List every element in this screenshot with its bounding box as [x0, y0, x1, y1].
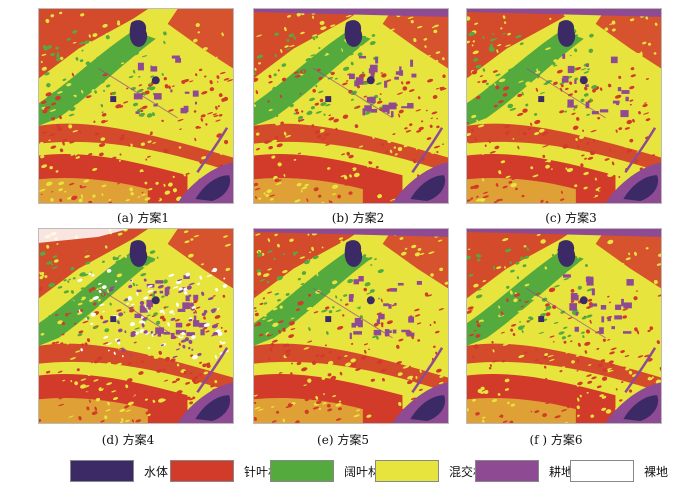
caption-b: (b) 方案2 — [331, 211, 385, 225]
legend-item-bare: 裸地 — [570, 458, 668, 484]
legend-swatch-broadleaf — [270, 460, 334, 482]
legend-item-water: 水体 — [70, 458, 168, 484]
caption-c: (c) 方案3 — [545, 211, 597, 225]
legend-item-coniferous: 针叶林 — [170, 458, 280, 484]
legend-swatch-mixed — [375, 460, 439, 482]
caption-d: (d) 方案4 — [101, 433, 155, 447]
legend-item-mixed: 混交林 — [375, 458, 485, 484]
map-panel-e — [253, 228, 449, 424]
legend-item-cropland: 耕地 — [475, 458, 573, 484]
legend-swatch-bare — [570, 460, 634, 482]
map-panel-f — [466, 228, 662, 424]
map-panel-b — [253, 8, 449, 204]
caption-f: (f ) 方案6 — [529, 433, 583, 447]
legend-label-bare: 裸地 — [644, 464, 669, 479]
map-panel-a — [38, 8, 234, 204]
legend-label-water: 水体 — [144, 464, 169, 479]
map-panel-c — [466, 8, 662, 204]
legend-label-broadleaf: 阔叶林 — [344, 464, 381, 479]
caption-a: (a) 方案1 — [117, 211, 169, 225]
legend-item-broadleaf: 阔叶林 — [270, 458, 380, 484]
caption-e: (e) 方案5 — [317, 433, 369, 447]
legend: 水体 针叶林 阔叶林 混交林 耕地 裸地 — [0, 458, 700, 484]
legend-swatch-cropland — [475, 460, 539, 482]
legend-swatch-water — [70, 460, 134, 482]
legend-label-cropland: 耕地 — [549, 464, 574, 479]
legend-swatch-coniferous — [170, 460, 234, 482]
map-panel-d — [38, 228, 234, 424]
